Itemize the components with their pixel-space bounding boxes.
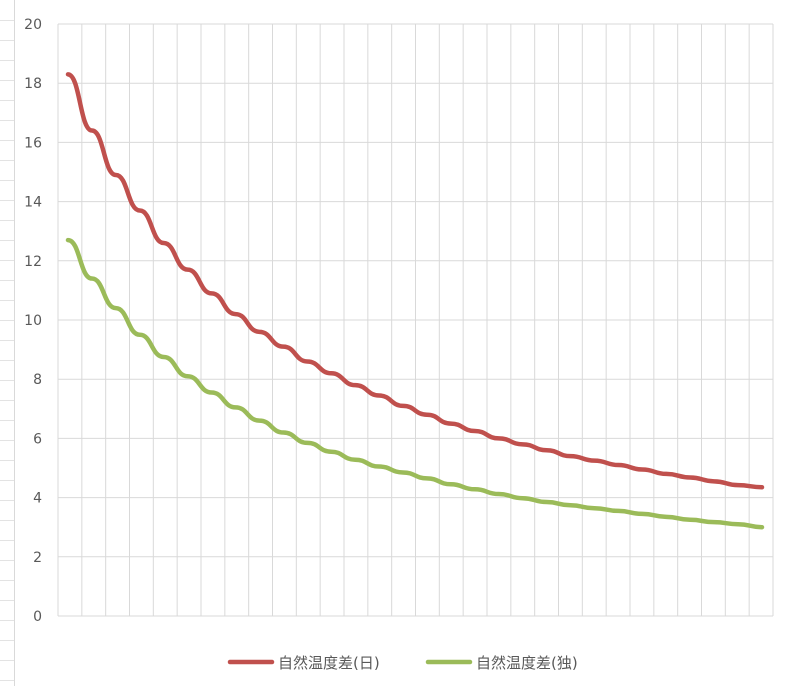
y-tick-label: 16: [24, 135, 42, 151]
cell-row-line: [0, 300, 14, 301]
grid-lines: [57, 23, 774, 617]
cell-row-line: [0, 460, 14, 461]
cell-row-line: [0, 240, 14, 241]
cell-row-line: [0, 40, 14, 41]
y-tick-label: 2: [33, 550, 42, 566]
cell-row-line: [0, 340, 14, 341]
legend-label-1: 自然温度差(日): [278, 654, 380, 672]
cell-row-line: [0, 680, 14, 681]
cell-row-line: [0, 280, 14, 281]
spreadsheet-row-edge: [0, 0, 15, 686]
cell-row-line: [0, 640, 14, 641]
y-tick-label: 4: [33, 491, 42, 507]
legend: 自然温度差(日) 自然温度差(独): [227, 654, 578, 672]
series-line-1: [65, 72, 765, 490]
cell-row-line: [0, 20, 14, 21]
cell-row-line: [0, 260, 14, 261]
y-tick-label: 12: [24, 254, 42, 270]
legend-label-2: 自然温度差(独): [476, 654, 578, 672]
cell-row-line: [0, 160, 14, 161]
cell-row-line: [0, 580, 14, 581]
y-tick-label: 18: [24, 76, 42, 92]
y-tick-label: 20: [24, 17, 42, 33]
y-tick-label: 0: [33, 609, 42, 625]
cell-row-line: [0, 440, 14, 441]
cell-row-line: [0, 420, 14, 421]
y-tick-label: 10: [24, 313, 42, 329]
cell-row-line: [0, 100, 14, 101]
y-tick-label: 8: [33, 372, 42, 388]
series-line-2: [65, 237, 765, 530]
cell-row-line: [0, 80, 14, 81]
cell-row-line: [0, 540, 14, 541]
cell-row-line: [0, 360, 14, 361]
cell-row-line: [0, 560, 14, 561]
cell-row-line: [0, 500, 14, 501]
cell-row-line: [0, 120, 14, 121]
y-tick-label: 6: [33, 431, 42, 447]
cell-row-line: [0, 480, 14, 481]
cell-row-line: [0, 60, 14, 61]
cell-row-line: [0, 660, 14, 661]
y-axis-ticks: 0 2 4 6 8 10 12 14 16 18 20: [24, 17, 42, 625]
cell-row-line: [0, 140, 14, 141]
series-lines: [65, 72, 765, 530]
y-tick-label: 14: [24, 195, 42, 211]
cell-row-line: [0, 400, 14, 401]
cell-row-line: [0, 180, 14, 181]
cell-row-line: [0, 620, 14, 621]
cell-row-line: [0, 520, 14, 521]
cell-row-line: [0, 600, 14, 601]
cell-row-line: [0, 320, 14, 321]
cell-row-line: [0, 200, 14, 201]
cell-row-line: [0, 380, 14, 381]
cell-row-line: [0, 220, 14, 221]
